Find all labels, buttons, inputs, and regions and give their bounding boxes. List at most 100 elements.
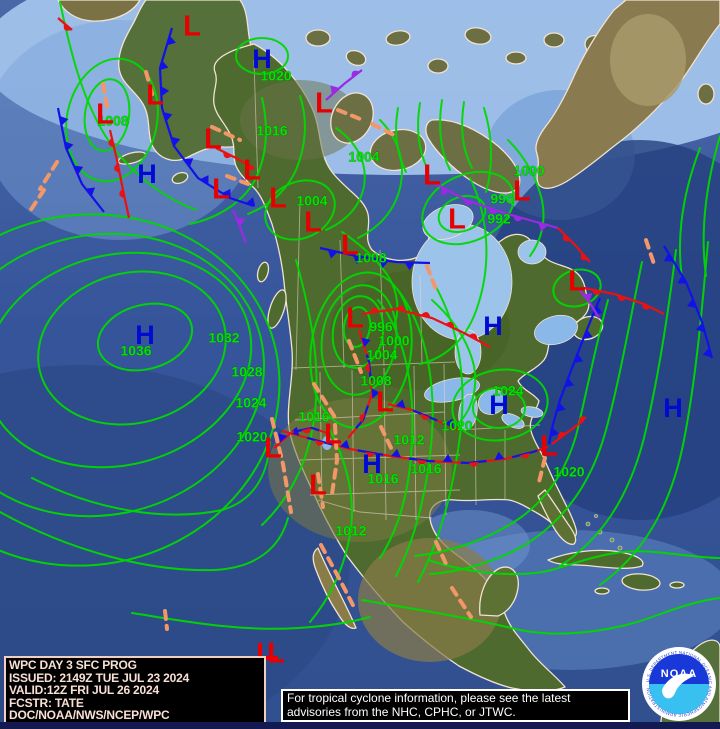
tropical-line-2: advisories from the NHC, CPHC, or JTWC. bbox=[287, 704, 516, 719]
trough-front bbox=[101, 82, 110, 114]
trough-front bbox=[450, 586, 473, 619]
low-pressure-symbol: L bbox=[324, 419, 342, 451]
high-pressure-symbol: H bbox=[135, 320, 155, 350]
isobar-label-1004: 1004 bbox=[348, 149, 379, 165]
low-pressure-symbol: L bbox=[267, 638, 285, 670]
trough-front bbox=[330, 423, 340, 496]
issued-line: ISSUED: 2149Z TUE JUL 23 2024 bbox=[9, 670, 190, 685]
low-pressure-symbol: L bbox=[540, 431, 558, 463]
stationary-front bbox=[273, 426, 328, 449]
low-pressure-symbol: L bbox=[448, 204, 466, 236]
trough-front bbox=[144, 70, 156, 102]
isobar-label-1008: 1008 bbox=[97, 113, 128, 129]
low-pressure-symbol: L bbox=[269, 183, 287, 215]
warm-front bbox=[557, 227, 591, 263]
isobar-label-1028: 1028 bbox=[231, 364, 262, 380]
isobar-label-1020: 1020 bbox=[553, 464, 584, 480]
trough-front bbox=[347, 339, 363, 374]
isobar-label-1008: 1008 bbox=[360, 373, 391, 389]
noaa-gull-icon bbox=[662, 673, 694, 699]
trough-front bbox=[336, 108, 367, 123]
low-pressure-symbol: L bbox=[309, 470, 327, 502]
isobar-label-996: 996 bbox=[369, 319, 393, 335]
low-pressure-symbol: L bbox=[423, 160, 441, 192]
warm-front bbox=[215, 147, 255, 171]
trough-front bbox=[537, 456, 547, 484]
trough-front bbox=[425, 264, 439, 294]
occluded-front bbox=[325, 69, 363, 101]
fronts-and-labels-layer: 1036 1032 1028 1024 1020 1008 1020 1016 1004 1004… bbox=[26, 11, 714, 670]
warm-front bbox=[551, 416, 588, 445]
trough-front bbox=[644, 238, 656, 266]
high-pressure-symbol: H bbox=[137, 159, 157, 189]
low-pressure-symbol: L bbox=[146, 80, 164, 112]
trough-front bbox=[38, 160, 59, 191]
trough-front bbox=[370, 122, 398, 138]
isobar-label-1016: 1016 bbox=[367, 471, 398, 487]
cold-front bbox=[319, 246, 431, 271]
high-pressure-symbol: H bbox=[252, 44, 272, 74]
trough-front bbox=[319, 543, 358, 613]
cold-front bbox=[56, 107, 105, 213]
isobar-label-1016: 1016 bbox=[256, 123, 287, 139]
isobar-label-1012: 1012 bbox=[393, 432, 424, 448]
trough-front bbox=[379, 425, 395, 454]
low-pressure-symbol: L bbox=[376, 387, 394, 419]
isobar-label-1024: 1024 bbox=[235, 395, 266, 411]
trough-front bbox=[26, 188, 46, 216]
low-pressure-symbol: L bbox=[513, 176, 531, 208]
bottom-strip bbox=[0, 722, 720, 729]
low-pressure-symbol: L bbox=[304, 207, 322, 239]
stationary-front bbox=[347, 329, 380, 439]
isobars-layer bbox=[0, 1, 720, 635]
warm-front bbox=[361, 305, 491, 348]
isobar-label-1004: 1004 bbox=[296, 193, 327, 209]
high-pressure-symbol: H bbox=[489, 390, 509, 420]
low-pressure-symbol: L bbox=[264, 433, 282, 465]
tropical-advisory-box: For tropical cyclone information, please… bbox=[281, 689, 630, 722]
low-pressure-symbol: L bbox=[243, 155, 261, 187]
trough-front bbox=[434, 540, 449, 568]
isobar-label-1000: 1000 bbox=[513, 163, 544, 179]
isobar-label-1012: 1012 bbox=[335, 523, 366, 539]
low-pressure-symbol: L bbox=[341, 230, 359, 262]
occluded-front bbox=[577, 287, 600, 319]
trough-front bbox=[163, 609, 169, 631]
isobar-label-1036: 1036 bbox=[120, 343, 151, 359]
registration-mark bbox=[254, 643, 278, 663]
trough-front bbox=[225, 174, 250, 186]
isobar-label-1020: 1020 bbox=[441, 418, 472, 434]
warm-front bbox=[108, 129, 131, 219]
high-pressure-symbol: H bbox=[483, 311, 503, 341]
low-pressure-symbol: L bbox=[183, 11, 201, 43]
low-pressure-symbol: L bbox=[346, 303, 364, 335]
high-pressure-symbol: H bbox=[663, 393, 683, 423]
trough-front bbox=[210, 125, 242, 142]
low-pressure-symbol: L bbox=[212, 174, 230, 206]
isobar-label-1024: 1024 bbox=[492, 383, 523, 399]
trough-front bbox=[312, 382, 338, 421]
cold-front bbox=[547, 297, 603, 445]
product-info-box: WPC DAY 3 SFC PROG ISSUED: 2149Z TUE JUL… bbox=[4, 656, 266, 724]
forecaster-line: FCSTR: TATE bbox=[9, 695, 84, 710]
land-layer bbox=[57, 0, 720, 729]
occluded-front bbox=[231, 209, 248, 244]
isobar-label-1032: 1032 bbox=[208, 330, 239, 346]
isobar-label-1008: 1008 bbox=[355, 250, 386, 266]
isobar-label-1016: 1016 bbox=[410, 461, 441, 477]
isobar-label-1016: 1016 bbox=[298, 409, 329, 425]
trough-front bbox=[270, 417, 293, 514]
warm-front bbox=[57, 17, 73, 31]
isobar-label-1020: 1020 bbox=[260, 68, 291, 84]
trough-front bbox=[316, 472, 325, 509]
warm-front bbox=[583, 286, 665, 315]
stationary-front bbox=[281, 426, 549, 467]
low-pressure-symbol: L bbox=[204, 124, 222, 156]
isobar-label-996: 996 bbox=[490, 191, 514, 207]
tropical-line-1: For tropical cyclone information, please… bbox=[287, 691, 571, 705]
stationary-front bbox=[387, 399, 459, 432]
isobar-label-1000: 1000 bbox=[378, 333, 409, 349]
noaa-logo-text: NOAA bbox=[661, 668, 697, 680]
